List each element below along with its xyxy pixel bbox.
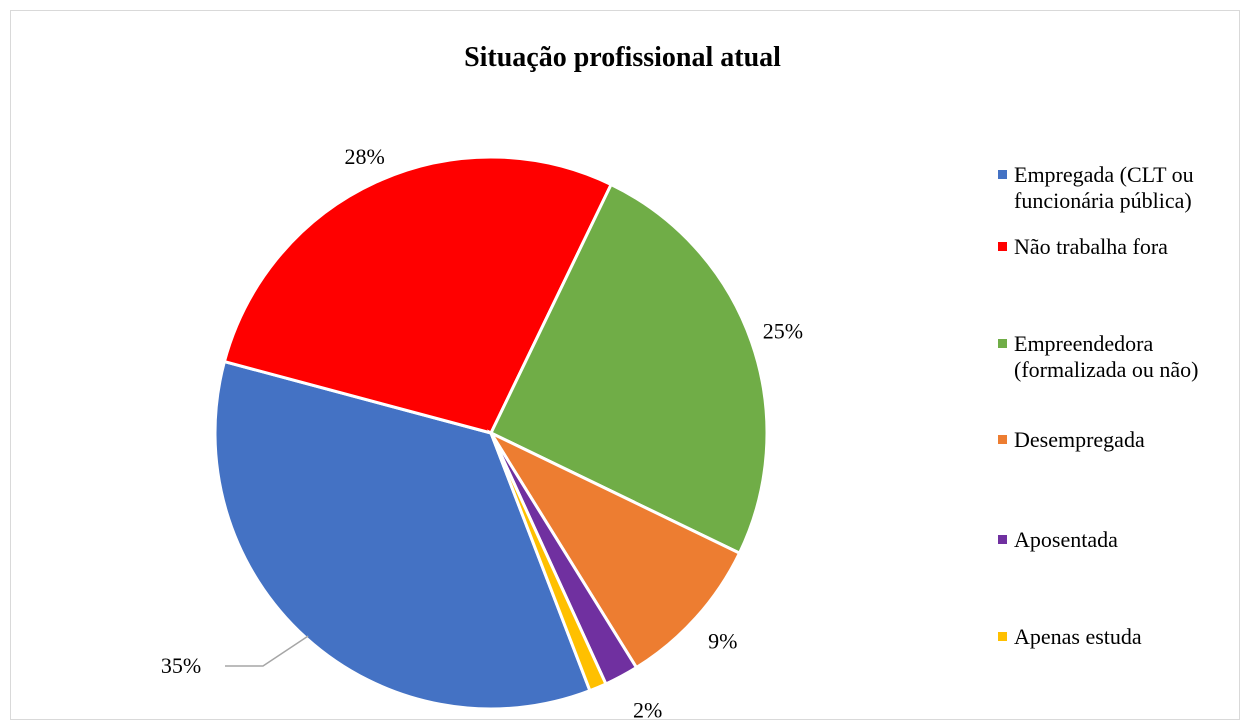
slice-empreendedora: [488, 182, 769, 556]
legend-label: Não trabalha fora: [1014, 234, 1168, 259]
legend-label: Empregada (CLT ou: [1014, 162, 1194, 187]
legend-label: Aposentada: [1014, 527, 1118, 552]
legend-label: funcionária pública): [1014, 188, 1192, 213]
legend-label: Apenas estuda: [1014, 624, 1142, 649]
legend-swatch: [998, 242, 1007, 251]
legend-swatch: [998, 435, 1007, 444]
label-desempregada: 9%: [708, 629, 737, 654]
legend-swatch: [998, 339, 1007, 348]
label-empregada: 35%: [161, 653, 201, 678]
label-apenas-estuda: 1%: [595, 716, 624, 718]
chart-title: Situação profissional atual: [464, 42, 781, 73]
legend-swatch: [998, 632, 1007, 641]
slice-apenas-estuda: [489, 432, 608, 693]
label-empreendedora: 25%: [763, 318, 803, 343]
legend-swatch: [998, 170, 1007, 179]
legend-label: Desempregada: [1014, 427, 1145, 452]
label-aposentada: 2%: [633, 697, 662, 718]
legend-label: (formalizada ou não): [1014, 357, 1199, 382]
slice-nao-trabalha-fora: [222, 155, 614, 435]
legend-label: Empreendedora: [1014, 331, 1154, 356]
legend-swatch: [998, 535, 1007, 544]
leader-line: [225, 635, 309, 667]
label-nao-trabalha-fora: 28%: [344, 144, 384, 169]
slice-desempregada: [487, 429, 742, 670]
